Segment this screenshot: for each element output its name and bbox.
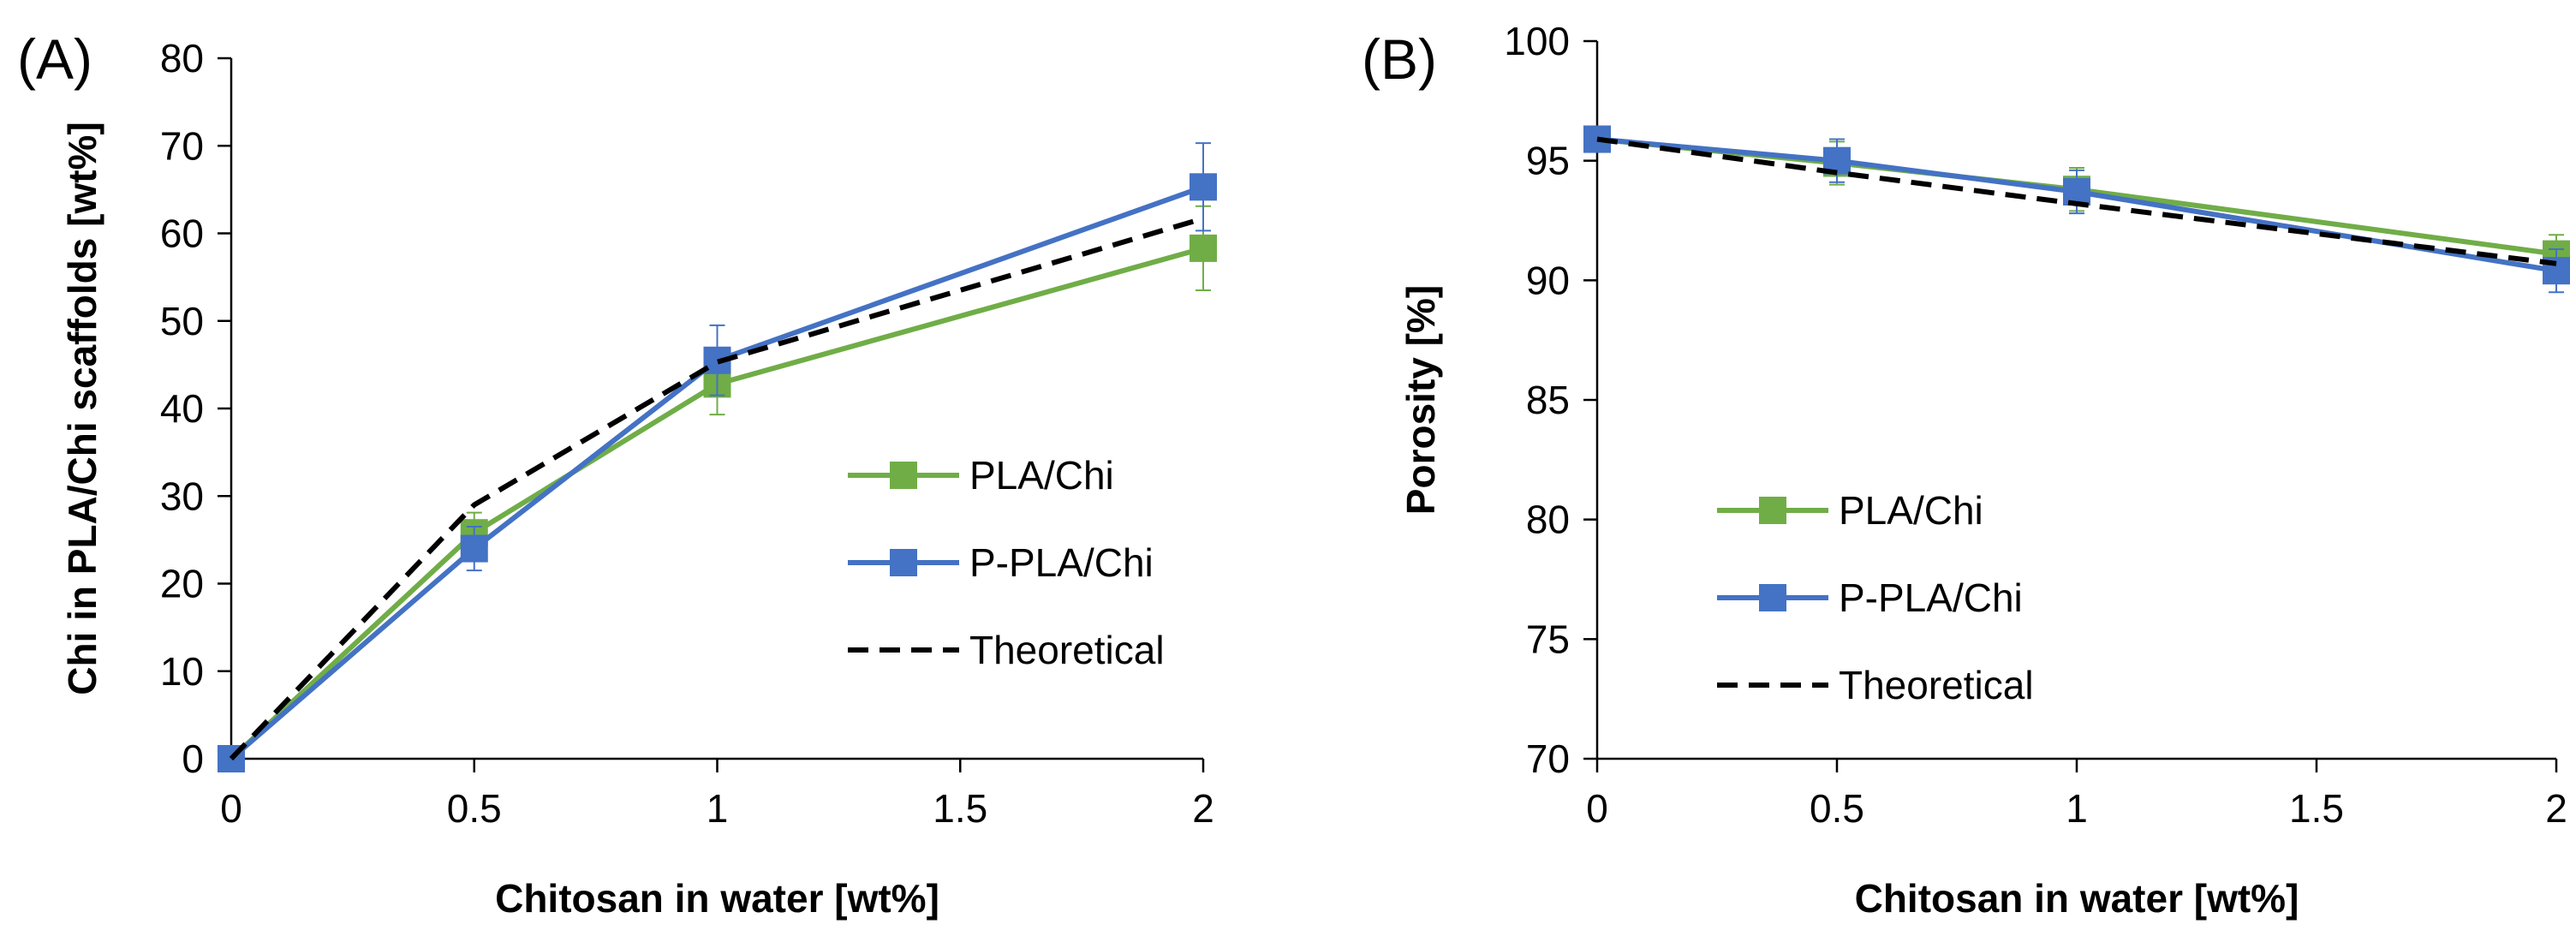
- y-axis-title: Chi in PLA/Chi scaffolds [wt%]: [60, 122, 104, 695]
- y-tick-label: 0: [182, 736, 204, 781]
- series-line: [229, 246, 1204, 761]
- chart-panel-0: (A) 0 10 20 30 40 50 60 70 80 0 0.5 1 1.5 2 Chitosan in…: [17, 27, 1217, 921]
- x-tick-label: 2: [1192, 786, 1214, 831]
- data-point: [2063, 177, 2090, 206]
- legend-marker: [1759, 584, 1786, 611]
- legend-marker: [890, 549, 917, 576]
- y-tick-label: 70: [160, 123, 204, 168]
- series-line: [1596, 136, 2557, 274]
- y-tick-label: 60: [160, 212, 204, 256]
- data-point: [1190, 234, 1217, 262]
- y-tick-label: 100: [1504, 19, 1570, 63]
- series-line: [230, 184, 1205, 761]
- y-tick-label: 90: [1526, 258, 1570, 302]
- legend-label: Theoretical: [969, 628, 1165, 672]
- legend-label: P-PLA/Chi: [1839, 575, 2023, 620]
- x-tick-label: 1.5: [2289, 786, 2344, 831]
- legend-label: P-PLA/Chi: [969, 540, 1154, 585]
- x-tick-label: 2: [2545, 786, 2567, 831]
- x-tick-label: 0.5: [447, 786, 502, 831]
- legend-marker: [1759, 497, 1786, 524]
- y-tick-label: 85: [1526, 378, 1570, 422]
- panel-label: (B): [1362, 27, 1437, 91]
- y-tick-label: 10: [160, 649, 204, 694]
- y-tick-label: 20: [160, 562, 204, 606]
- legend-label: PLA/Chi: [1839, 488, 1983, 533]
- y-tick-label: 95: [1526, 139, 1570, 183]
- x-tick-label: 0: [1586, 786, 1608, 831]
- panel-label: (A): [17, 27, 92, 91]
- y-tick-label: 80: [1526, 498, 1570, 542]
- x-axis-title: Chitosan in water [wt%]: [495, 876, 939, 921]
- series-line: [1596, 136, 2557, 266]
- y-tick-label: 75: [1526, 617, 1570, 661]
- x-axis-title: Chitosan in water [wt%]: [1855, 876, 2299, 921]
- series-theoretical: [229, 216, 1204, 761]
- x-tick-label: 1: [2066, 786, 2088, 831]
- y-tick-label: 70: [1526, 736, 1570, 781]
- series-p-pla-chi: [1583, 125, 2570, 294]
- y-tick-label: 30: [160, 474, 204, 518]
- legend: PLA/Chi P-PLA/Chi Theoretical: [848, 453, 1165, 672]
- x-tick-label: 0: [220, 786, 242, 831]
- legend: PLA/Chi P-PLA/Chi Theoretical: [1717, 488, 2034, 707]
- x-tick-label: 1: [707, 786, 729, 831]
- data-point: [1190, 173, 1217, 201]
- y-tick-label: 50: [160, 299, 204, 343]
- legend-label: Theoretical: [1839, 663, 2034, 707]
- legend-label: PLA/Chi: [969, 453, 1114, 498]
- y-axis-title: Porosity [%]: [1398, 285, 1443, 515]
- y-tick-label: 40: [160, 386, 204, 431]
- x-tick-label: 0.5: [1810, 786, 1864, 831]
- x-tick-label: 1.5: [933, 786, 987, 831]
- chart-panel-1: (B) 70 75 80 85 90 95 100 0 0.5 1 1.5 2 Chitosan in w…: [1362, 19, 2570, 921]
- legend-marker: [890, 462, 917, 489]
- series-line: [229, 216, 1204, 761]
- data-point: [460, 534, 488, 563]
- series-theoretical: [1596, 136, 2557, 266]
- y-tick-label: 80: [160, 36, 204, 80]
